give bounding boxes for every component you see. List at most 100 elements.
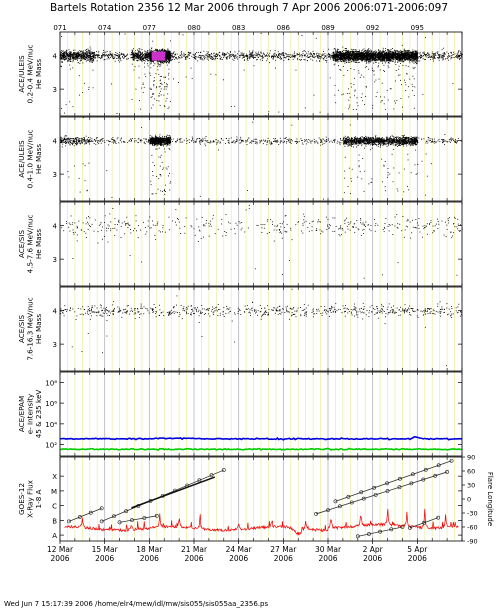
data-point: [168, 57, 169, 59]
data-point: [189, 53, 191, 54]
data-point: [147, 59, 149, 61]
data-point: [443, 47, 445, 49]
data-point: [60, 57, 62, 59]
data-point: [369, 59, 370, 60]
data-point: [92, 59, 94, 61]
data-point: [383, 60, 385, 62]
data-point: [440, 57, 442, 59]
data-point: [167, 57, 169, 59]
data-point: [156, 61, 158, 63]
data-point: [219, 58, 221, 60]
data-point: [314, 53, 316, 54]
data-point: [401, 58, 403, 60]
data-point: [76, 54, 78, 56]
data-point: [62, 57, 64, 59]
data-point: [66, 52, 68, 54]
data-point: [226, 56, 228, 58]
data-point: [286, 56, 288, 58]
data-point: [304, 51, 306, 53]
data-point: [198, 56, 200, 58]
data-point: [378, 51, 380, 53]
data-point: [157, 49, 158, 51]
data-point: [369, 59, 371, 61]
data-point: [283, 52, 284, 54]
data-point: [136, 60, 138, 62]
data-point: [393, 55, 394, 57]
data-point: [150, 74, 152, 76]
data-point: [454, 53, 456, 55]
data-point: [206, 51, 208, 53]
data-point: [336, 51, 338, 53]
data-point: [116, 54, 118, 56]
data-point: [150, 50, 152, 52]
data-point: [452, 54, 454, 56]
data-point: [90, 56, 91, 58]
data-point: [423, 52, 425, 54]
data-point: [110, 56, 111, 58]
data-point: [369, 56, 371, 58]
data-point: [379, 55, 381, 57]
data-point: [368, 48, 370, 50]
data-point: [365, 50, 367, 52]
data-point: [75, 53, 77, 55]
data-point: [380, 58, 382, 60]
data-point: [332, 57, 334, 59]
data-point: [149, 54, 151, 56]
data-point: [290, 56, 292, 58]
data-point: [65, 57, 67, 59]
data-point: [207, 57, 209, 59]
data-point: [61, 55, 63, 57]
data-point: [268, 55, 270, 57]
data-point: [160, 94, 162, 96]
data-point: [450, 58, 452, 60]
data-point: [61, 50, 63, 52]
data-point: [375, 60, 377, 62]
data-point: [101, 57, 103, 59]
data-point: [234, 55, 236, 57]
data-point: [77, 53, 79, 55]
data-point: [69, 59, 71, 61]
data-point: [249, 50, 251, 52]
data-point: [117, 57, 119, 59]
data-point: [88, 86, 90, 88]
data-point: [80, 51, 82, 53]
data-point: [430, 55, 432, 57]
data-point: [389, 51, 391, 53]
data-point: [344, 52, 346, 54]
data-point: [357, 56, 359, 58]
data-point: [165, 56, 167, 58]
data-point: [367, 60, 369, 62]
data-point: [377, 54, 379, 56]
data-point: [160, 60, 162, 62]
data-point: [150, 57, 152, 59]
data-point: [358, 58, 360, 60]
data-point: [152, 92, 154, 94]
data-point: [363, 57, 365, 59]
data-point: [431, 51, 433, 53]
data-point: [215, 53, 217, 55]
data-point: [371, 53, 373, 55]
data-point: [72, 58, 74, 60]
data-point: [87, 48, 89, 50]
data-point: [409, 50, 410, 52]
data-point: [415, 53, 416, 55]
data-point: [68, 54, 70, 56]
data-point: [204, 58, 206, 60]
data-point: [67, 53, 68, 55]
data-point: [260, 52, 262, 54]
data-point: [77, 53, 79, 55]
data-point: [73, 52, 75, 54]
data-point: [251, 53, 253, 55]
data-point: [169, 52, 171, 54]
data-point: [139, 59, 141, 61]
data-point: [133, 59, 135, 61]
data-point: [336, 50, 338, 52]
data-point: [168, 50, 170, 52]
data-point: [132, 52, 134, 54]
data-point: [341, 94, 343, 96]
data-point: [357, 58, 359, 60]
data-point: [214, 59, 216, 61]
data-point: [74, 49, 76, 51]
data-point: [79, 55, 81, 57]
data-point: [223, 57, 225, 58]
